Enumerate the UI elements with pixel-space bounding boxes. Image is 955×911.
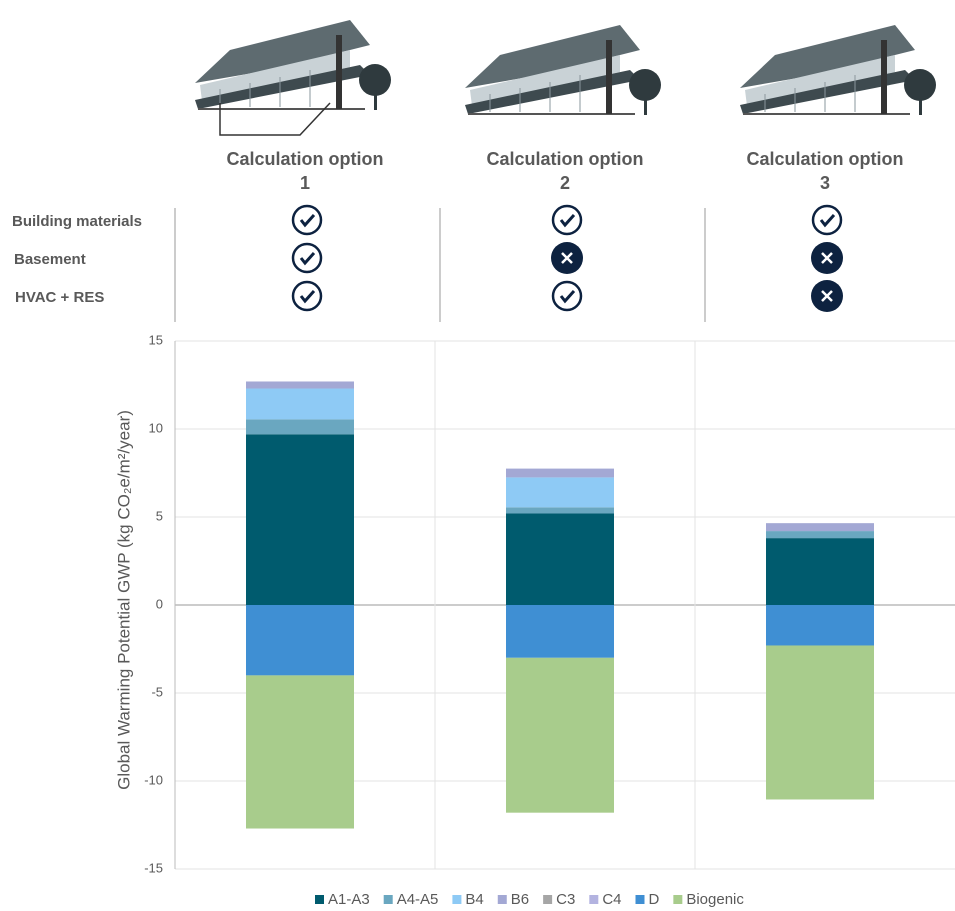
bar-segment bbox=[766, 523, 874, 532]
check-icon bbox=[291, 280, 323, 312]
y-tick-label: -5 bbox=[151, 684, 163, 699]
check-icon bbox=[551, 204, 583, 236]
legend-swatch bbox=[315, 895, 324, 904]
bar-segment bbox=[246, 675, 354, 829]
cross-icon bbox=[811, 280, 843, 312]
y-tick-label: 15 bbox=[149, 332, 163, 347]
criterion-label: HVAC + RES bbox=[15, 289, 104, 306]
icon-circle bbox=[551, 204, 583, 236]
building-illustration bbox=[464, 24, 662, 116]
legend-swatch bbox=[497, 895, 507, 904]
check bbox=[559, 213, 576, 228]
legend-label: C3 bbox=[556, 891, 575, 908]
legend-swatch bbox=[383, 895, 393, 904]
legend-label: A4-A5 bbox=[397, 891, 439, 908]
bar-segment bbox=[246, 388, 354, 420]
legend-swatch bbox=[635, 895, 645, 904]
criterion-label: Basement bbox=[14, 251, 86, 268]
legend-swatch bbox=[543, 895, 553, 904]
check-icon bbox=[291, 204, 323, 236]
building-illustration bbox=[739, 24, 937, 116]
legend-swatch bbox=[673, 895, 683, 904]
check bbox=[299, 289, 316, 304]
criterion-label: Building materials bbox=[12, 213, 142, 230]
icon-circle bbox=[291, 280, 323, 312]
bar-segment bbox=[246, 605, 354, 676]
bar-segment bbox=[246, 419, 354, 435]
legend-swatch bbox=[589, 895, 599, 904]
legend-label: C4 bbox=[602, 891, 621, 908]
icon-circle bbox=[551, 280, 583, 312]
y-axis-label: Global Warming Potential GWP (kg CO₂e/m²… bbox=[114, 410, 133, 790]
legend-label: Biogenic bbox=[686, 891, 744, 908]
cross-icon bbox=[811, 242, 843, 274]
bar-segment bbox=[506, 507, 614, 514]
category-label: Calculation option 2 bbox=[487, 149, 644, 193]
bar-segment bbox=[506, 468, 614, 478]
bar-segment bbox=[506, 657, 614, 813]
bar-segment bbox=[506, 605, 614, 658]
bar-segment bbox=[766, 605, 874, 646]
y-tick-label: -10 bbox=[144, 772, 163, 787]
check bbox=[819, 213, 836, 228]
building-illustration bbox=[194, 19, 392, 111]
cross bbox=[561, 252, 573, 264]
legend-label: D bbox=[649, 891, 660, 908]
y-tick-label: 5 bbox=[156, 508, 163, 523]
basement-outline bbox=[219, 102, 331, 136]
category-label: Calculation option 1 bbox=[227, 149, 384, 193]
legend-label: B6 bbox=[511, 891, 529, 908]
bar-segment bbox=[766, 531, 874, 539]
bar-segment bbox=[506, 477, 614, 508]
bar-segment bbox=[766, 538, 874, 605]
check-icon bbox=[291, 242, 323, 274]
icon-circle bbox=[291, 242, 323, 274]
y-tick-label: -15 bbox=[144, 860, 163, 875]
legend-swatch bbox=[452, 895, 462, 904]
icon-circle bbox=[291, 204, 323, 236]
bar-segment bbox=[506, 513, 614, 605]
cross bbox=[821, 290, 833, 302]
check bbox=[299, 213, 316, 228]
bar-segment bbox=[766, 645, 874, 800]
legend-label: A1-A3 bbox=[328, 891, 370, 908]
y-tick-label: 0 bbox=[156, 596, 163, 611]
check bbox=[559, 289, 576, 304]
cross bbox=[821, 252, 833, 264]
y-tick-label: 10 bbox=[149, 420, 163, 435]
cross-icon bbox=[551, 242, 583, 274]
bar-segment bbox=[246, 381, 354, 389]
check-icon bbox=[811, 204, 843, 236]
bar-segment bbox=[246, 434, 354, 605]
check bbox=[299, 251, 316, 266]
category-label: Calculation option 3 bbox=[747, 149, 904, 193]
legend-label: B4 bbox=[465, 891, 483, 908]
icon-circle bbox=[811, 204, 843, 236]
check-icon bbox=[551, 280, 583, 312]
